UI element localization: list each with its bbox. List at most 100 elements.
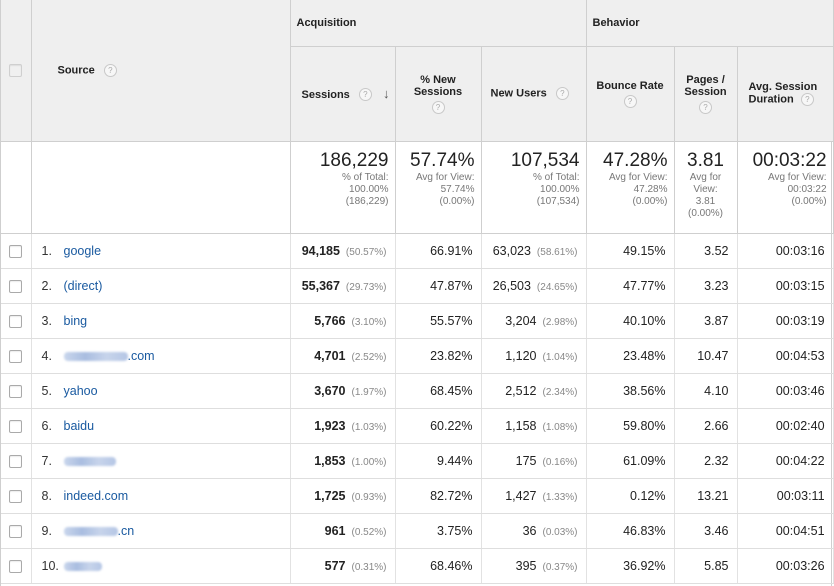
row-index: 3.	[41, 313, 52, 328]
new-users-value: 1,427	[505, 488, 537, 503]
select-all-cell	[1, 0, 32, 142]
row-checkbox[interactable]	[9, 559, 23, 573]
help-icon[interactable]: ?	[699, 100, 712, 114]
row-checkbox[interactable]	[9, 349, 23, 363]
help-icon[interactable]: ?	[555, 87, 569, 100]
table-row[interactable]: 6. baidu 1,923 (1.03%) 60.22% 1,158 (1.08%) 59.…	[1, 408, 834, 444]
pages-session-cell: 3.87	[674, 303, 738, 339]
bounce-rate-cell: 59.80%	[586, 408, 675, 444]
source-link[interactable]: .com	[127, 348, 155, 363]
table-row[interactable]: 4. .com 4,701 (2.52%) 23.82% 1,120 (1.04%) 23.4…	[1, 338, 834, 374]
redacted-source-name	[63, 561, 102, 571]
table-row[interactable]: 10. 577 (0.31%) 68.46% 395 (0.37%) 36.92% 5.85 0…	[1, 548, 834, 584]
table-row[interactable]: 5. yahoo 3,670 (1.97%) 68.45% 2,512 (2.34%) 38.…	[1, 373, 834, 409]
bounce-rate-cell: 38.56%	[586, 373, 675, 409]
row-checkbox[interactable]	[9, 384, 23, 398]
sessions-cell: 577 (0.31%)	[290, 548, 396, 584]
row-checkbox[interactable]	[9, 524, 23, 538]
table-row[interactable]: 9. .cn 961 (0.52%) 3.75% 36 (0.03%) 46.83% 3.46 0…	[1, 513, 834, 549]
new-users-value: 1,158	[505, 418, 537, 433]
sessions-cell: 94,185 (50.57%)	[290, 233, 396, 269]
pages-session-cell: 13.21	[674, 478, 738, 514]
source-cell: 9. .cn	[31, 513, 291, 549]
pages-session-header[interactable]: Pages / Session ?	[674, 46, 738, 142]
source-link[interactable]: (direct)	[63, 278, 103, 293]
new-sessions-header[interactable]: % New Sessions ?	[395, 46, 482, 142]
table-row[interactable]: 7. 1,853 (1.00%) 9.44% 175 (0.16%) 61.09% 2.32 0…	[1, 443, 834, 479]
source-cell: 3. bing	[31, 303, 291, 339]
source-cell: 2. (direct)	[31, 268, 291, 304]
new-sessions-cell: 68.45%	[395, 373, 482, 409]
help-icon[interactable]: ?	[103, 63, 117, 77]
new-users-cell: 1,120 (1.04%)	[481, 338, 587, 374]
avg-duration-cell: 00:02:40	[737, 408, 834, 444]
sessions-cell: 1,725 (0.93%)	[290, 478, 396, 514]
row-checkbox[interactable]	[9, 419, 23, 433]
totals-value: 3.81	[687, 149, 724, 171]
source-link[interactable]: baidu	[63, 418, 95, 433]
row-index: 9.	[41, 523, 52, 538]
avg-duration-header[interactable]: Avg. Session Duration ?	[737, 46, 834, 142]
row-checkbox[interactable]	[9, 244, 23, 258]
totals-value: 00:03:22	[752, 149, 827, 171]
source-link[interactable]: yahoo	[63, 383, 98, 398]
row-index: 7.	[41, 453, 52, 468]
sort-desc-icon[interactable]: ↓	[382, 85, 390, 101]
table-row[interactable]: 8. indeed.com 1,725 (0.93%) 82.72% 1,427 (1.33…	[1, 478, 834, 514]
sessions-percent: (50.57%)	[345, 246, 387, 258]
new-users-value: 2,512	[505, 383, 537, 398]
pages-session-header-line2: Session	[684, 85, 727, 98]
bounce-rate-cell: 40.10%	[586, 303, 675, 339]
new-users-header[interactable]: New Users ?	[481, 46, 587, 142]
source-header-label: Source	[57, 64, 95, 77]
source-link[interactable]: bing	[63, 313, 88, 328]
new-users-value: 1,120	[505, 348, 537, 363]
sessions-percent: (3.10%)	[351, 316, 387, 328]
new-users-cell: 63,023 (58.61%)	[481, 233, 587, 269]
sessions-percent: (0.31%)	[351, 561, 387, 573]
source-link[interactable]: .cn	[117, 523, 135, 538]
sessions-header[interactable]: Sessions ? ↓	[290, 46, 396, 142]
table-row[interactable]: 3. bing 5,766 (3.10%) 55.57% 3,204 (2.98%) 40.1…	[1, 303, 834, 339]
pages-session-header-line1: Pages /	[686, 73, 725, 86]
pages-session-cell: 3.46	[674, 513, 738, 549]
new-users-percent: (1.33%)	[542, 491, 578, 503]
avg-duration-cell: 00:03:11	[737, 478, 834, 514]
source-link[interactable]: google	[63, 243, 102, 258]
new-users-cell: 26,503 (24.65%)	[481, 268, 587, 304]
row-index: 2.	[41, 278, 52, 293]
row-checkbox[interactable]	[9, 314, 23, 328]
sessions-value: 1,853	[314, 453, 346, 468]
row-index: 6.	[41, 418, 52, 433]
source-link[interactable]: indeed.com	[63, 488, 129, 503]
totals-value: 107,534	[510, 149, 580, 171]
table-row[interactable]: 2. (direct) 55,367 (29.73%) 47.87% 26,503 (24.…	[1, 268, 834, 304]
table-row[interactable]: 1. google 94,185 (50.57%) 66.91% 63,023 (58.61…	[1, 233, 834, 269]
pages-session-cell: 3.52	[674, 233, 738, 269]
help-icon[interactable]: ?	[358, 88, 372, 102]
help-icon[interactable]: ?	[623, 94, 637, 108]
source-cell: 6. baidu	[31, 408, 291, 444]
redacted-source-name	[63, 351, 128, 361]
new-users-cell: 36 (0.03%)	[481, 513, 587, 549]
help-icon[interactable]: ?	[800, 93, 814, 106]
pages-session-cell: 2.32	[674, 443, 738, 479]
avg-duration-header-line2: Duration	[748, 93, 794, 106]
avg-duration-cell: 00:03:15	[737, 268, 834, 304]
sessions-value: 55,367	[301, 278, 340, 293]
new-sessions-header-line1: % New	[420, 73, 456, 86]
source-header[interactable]: Source ?	[31, 0, 291, 142]
help-icon[interactable]: ?	[431, 100, 445, 114]
bounce-rate-header[interactable]: Bounce Rate ?	[586, 46, 675, 142]
totals-value: 57.74%	[410, 149, 475, 171]
sessions-value: 4,701	[314, 348, 346, 363]
row-checkbox[interactable]	[9, 454, 23, 468]
bounce-rate-cell: 49.15%	[586, 233, 675, 269]
new-users-percent: (1.08%)	[542, 421, 578, 433]
row-checkbox[interactable]	[9, 489, 23, 503]
select-all-checkbox[interactable]	[9, 63, 23, 77]
totals-bounce-rate: 47.28% Avg for View: 47.28% (0.00%)	[586, 141, 675, 234]
row-checkbox[interactable]	[9, 279, 23, 293]
new-users-cell: 2,512 (2.34%)	[481, 373, 587, 409]
avg-duration-cell: 00:04:51	[737, 513, 834, 549]
